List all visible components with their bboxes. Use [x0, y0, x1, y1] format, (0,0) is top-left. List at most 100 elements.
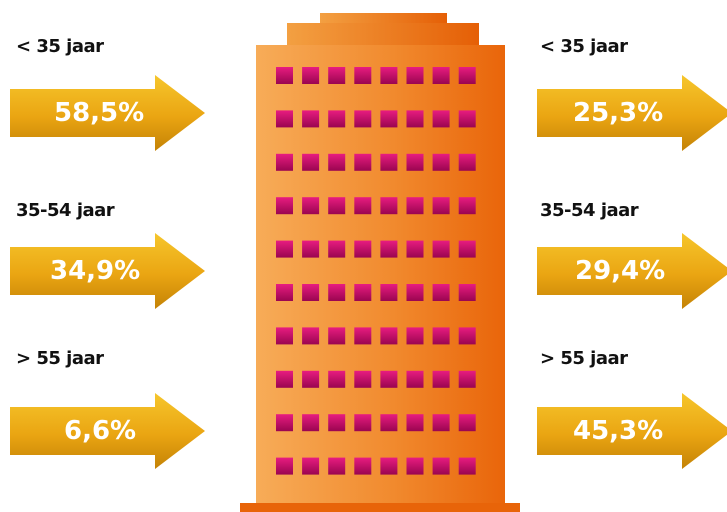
building-window	[432, 457, 450, 475]
building-window	[276, 153, 293, 171]
left-label-under-35: < 35 jaar	[16, 36, 104, 57]
building-window	[406, 153, 424, 171]
building-window	[458, 110, 476, 128]
building-window	[354, 457, 372, 475]
arrow-right-icon	[10, 233, 205, 309]
building-window	[328, 327, 346, 345]
building-window	[380, 327, 398, 345]
arrow-right-icon	[537, 75, 727, 151]
building-window	[354, 110, 372, 128]
arrow-right-icon	[10, 75, 205, 151]
building-window	[380, 414, 398, 432]
building-window	[432, 67, 450, 84]
left-arrow-over-55: 6,6%	[10, 393, 205, 469]
building-window	[276, 457, 293, 475]
right-label-under-35: < 35 jaar	[540, 36, 628, 57]
building-window	[406, 457, 424, 475]
building-window	[432, 153, 450, 171]
building-window	[328, 67, 346, 84]
building-window	[328, 240, 346, 258]
building-window	[432, 240, 450, 258]
building-window	[380, 67, 398, 84]
building-window	[354, 284, 372, 301]
building-window	[458, 67, 476, 84]
building-window	[302, 327, 320, 345]
building-window	[380, 153, 398, 171]
building-window	[406, 370, 424, 388]
left-arrow-35-54: 34,9%	[10, 233, 205, 309]
building-window	[302, 153, 320, 171]
building-window	[328, 110, 346, 128]
building-window	[432, 414, 450, 432]
building-window	[354, 370, 372, 388]
building-window	[302, 110, 320, 128]
building-window	[302, 197, 320, 215]
building-window	[276, 284, 293, 301]
right-value-35-54: 29,4%	[575, 256, 666, 286]
building-window	[406, 284, 424, 301]
building-window	[432, 370, 450, 388]
building-window	[406, 110, 424, 128]
building-window	[432, 327, 450, 345]
building-window	[302, 284, 320, 301]
building-window	[276, 240, 293, 258]
building-window	[406, 67, 424, 84]
building-window	[432, 197, 450, 215]
building-window	[328, 457, 346, 475]
building-window	[354, 67, 372, 84]
building-window	[302, 457, 320, 475]
building-window	[406, 414, 424, 432]
building-window	[354, 327, 372, 345]
building-roof-top	[320, 13, 447, 23]
building-window	[380, 457, 398, 475]
building-window	[276, 110, 293, 128]
building-window	[458, 327, 476, 345]
building-window	[302, 414, 320, 432]
right-label-35-54: 35-54 jaar	[540, 200, 639, 221]
arrow-right-icon	[537, 393, 727, 469]
building-window	[458, 457, 476, 475]
building-window	[406, 197, 424, 215]
right-label-over-55: > 55 jaar	[540, 348, 628, 369]
right-value-under-35: 25,3%	[573, 98, 664, 128]
building-window	[432, 110, 450, 128]
arrow-right-icon	[537, 233, 727, 309]
building-window	[354, 414, 372, 432]
building-windows	[276, 67, 476, 475]
building-window	[354, 153, 372, 171]
building-window	[458, 197, 476, 215]
building-window	[302, 240, 320, 258]
left-label-35-54: 35-54 jaar	[16, 200, 115, 221]
building-window	[406, 240, 424, 258]
building-window	[328, 197, 346, 215]
building-window	[328, 414, 346, 432]
left-value-under-35: 58,5%	[54, 98, 145, 128]
building-window	[458, 370, 476, 388]
building-roof	[287, 23, 479, 45]
left-value-35-54: 34,9%	[50, 256, 141, 286]
building-window	[458, 414, 476, 432]
building-window	[328, 284, 346, 301]
left-arrow-under-35: 58,5%	[10, 75, 205, 151]
building-window	[406, 327, 424, 345]
building-window	[380, 240, 398, 258]
building-window	[380, 197, 398, 215]
building-window	[354, 197, 372, 215]
building-window	[276, 370, 293, 388]
building-base	[240, 503, 520, 512]
building-window	[380, 284, 398, 301]
building-window	[458, 240, 476, 258]
right-arrow-35-54: 29,4%	[537, 233, 727, 309]
building-window	[276, 414, 293, 432]
building-window	[328, 370, 346, 388]
building-window	[276, 197, 293, 215]
building-window	[276, 67, 293, 84]
building-window	[354, 240, 372, 258]
left-value-over-55: 6,6%	[64, 416, 137, 446]
building-window	[458, 284, 476, 301]
right-arrow-over-55: 45,3%	[537, 393, 727, 469]
building-window	[458, 153, 476, 171]
building-window	[432, 284, 450, 301]
building-window	[276, 327, 293, 345]
building-window	[380, 110, 398, 128]
